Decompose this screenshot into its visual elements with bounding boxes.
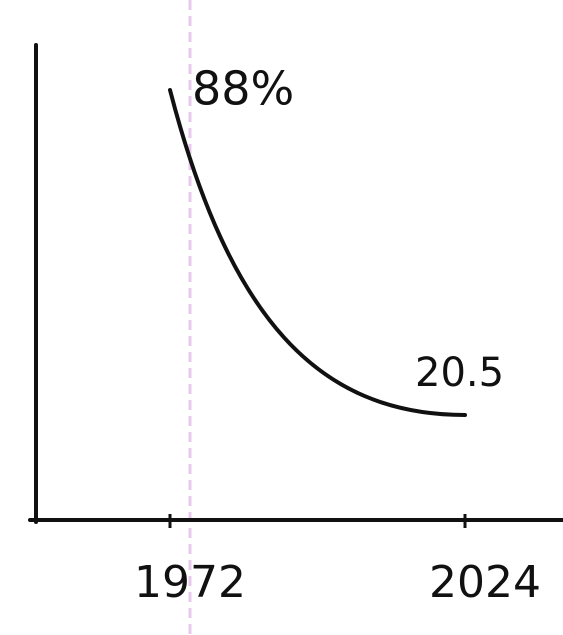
line (168, 88, 467, 417)
x-tick-label: 2024 (429, 557, 541, 608)
value-label: 20.5 (415, 350, 504, 396)
value-label: 88% (192, 62, 294, 116)
x-tick-label: 1972 (134, 557, 246, 608)
